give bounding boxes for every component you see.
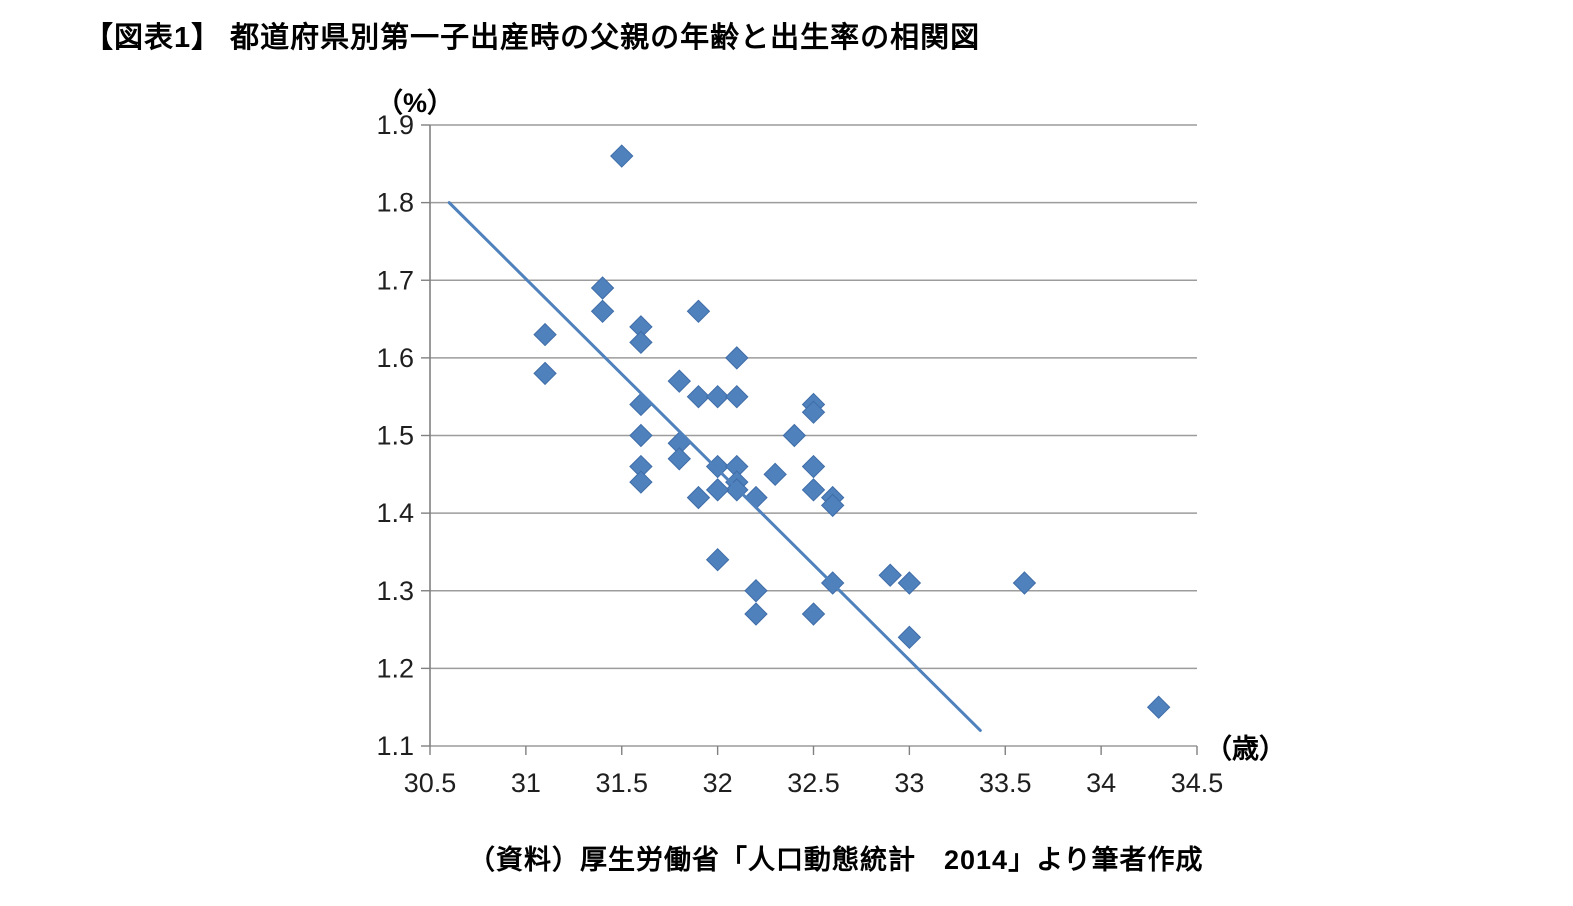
- data-point: [897, 625, 922, 650]
- data-point: [801, 602, 826, 626]
- chart-title: 【図表1】 都道府県別第一子出産時の父親の年齢と出生率の相関図: [84, 22, 981, 54]
- y-axis-unit-label: （%）: [376, 88, 454, 118]
- y-tick-label: 1.8: [376, 188, 414, 218]
- y-tick-label: 1.1: [376, 731, 414, 761]
- data-point: [590, 276, 615, 300]
- y-tick-label: 1.9: [376, 110, 414, 140]
- x-tick-label: 32.5: [787, 768, 840, 798]
- data-point: [629, 470, 653, 494]
- data-point: [533, 322, 557, 347]
- data-point: [763, 462, 787, 487]
- y-tick-label: 1.7: [376, 265, 414, 295]
- y-tick-label: 1.2: [376, 653, 414, 683]
- data-point: [801, 454, 826, 479]
- data-point: [667, 447, 691, 471]
- data-point: [897, 571, 922, 595]
- x-tick-label: 31: [511, 768, 541, 798]
- data-point: [1012, 571, 1037, 595]
- data-point: [744, 602, 768, 626]
- x-tick-label: 31.5: [595, 768, 648, 798]
- data-point: [725, 346, 749, 370]
- y-tick-label: 1.4: [376, 498, 414, 528]
- data-point: [629, 330, 653, 355]
- data-point: [629, 392, 653, 417]
- data-point: [705, 478, 730, 502]
- data-point: [725, 384, 749, 409]
- data-point: [533, 361, 557, 386]
- data-point: [705, 384, 730, 409]
- data-point: [705, 547, 730, 572]
- data-point: [744, 579, 768, 603]
- data-point: [878, 563, 902, 587]
- x-tick-label: 34: [1086, 768, 1116, 798]
- data-point: [610, 144, 634, 168]
- data-point: [801, 478, 826, 502]
- data-point: [686, 384, 711, 409]
- data-point: [782, 423, 807, 448]
- x-tick-label: 33: [894, 768, 924, 798]
- y-tick-label: 1.5: [376, 421, 414, 451]
- data-point: [667, 369, 691, 393]
- data-point: [686, 485, 711, 510]
- x-tick-label: 34.5: [1171, 768, 1224, 798]
- data-point: [820, 493, 845, 518]
- x-tick-label: 32: [703, 768, 733, 798]
- data-point: [686, 299, 711, 324]
- x-axis-unit-label: （歳）: [1205, 734, 1286, 764]
- data-point: [1146, 695, 1171, 719]
- y-tick-label: 1.6: [376, 343, 414, 373]
- trend-line: [447, 201, 982, 732]
- x-tick-label: 33.5: [979, 768, 1032, 798]
- x-tick-label: 30.5: [404, 768, 457, 798]
- y-tick-label: 1.3: [376, 576, 414, 606]
- data-point: [590, 299, 615, 324]
- data-point: [629, 423, 653, 448]
- source-caption: （資料）厚生労働省「人口動態統計 2014」より筆者作成: [468, 845, 1204, 875]
- data-point: [801, 400, 826, 424]
